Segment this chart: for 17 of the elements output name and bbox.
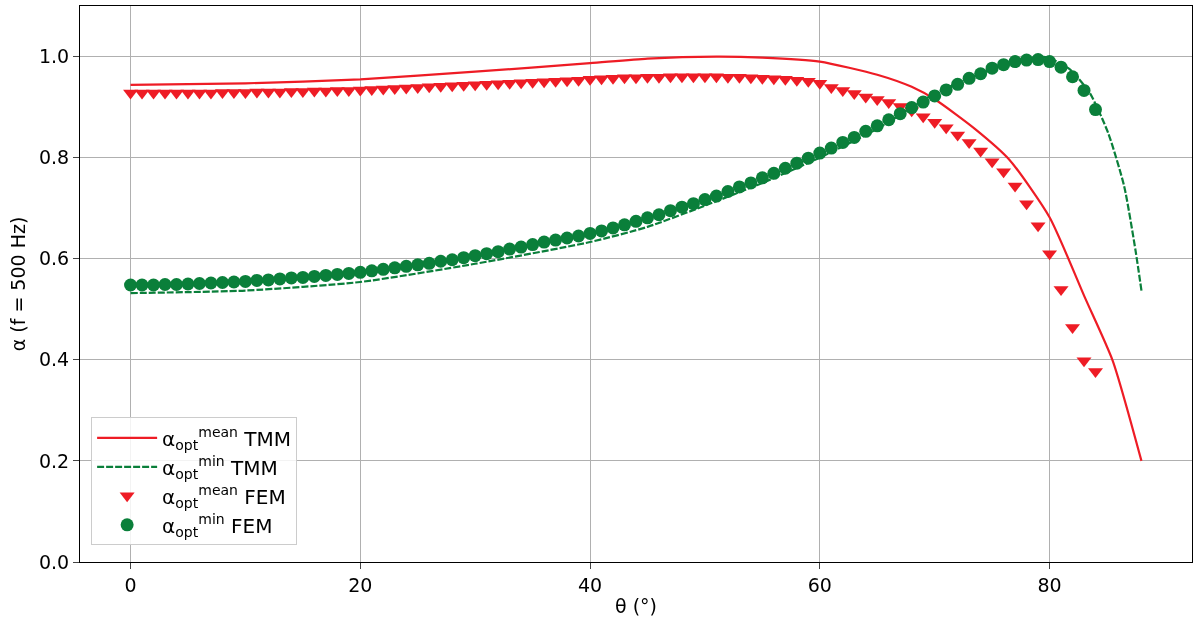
legend-label: α$_{opt}$$^{mean}$ TMM bbox=[162, 424, 292, 453]
x-tick-label: 20 bbox=[348, 573, 373, 596]
y-axis-title: α (f = 500 Hz) bbox=[6, 216, 29, 352]
y-tick-label: 1.0 bbox=[38, 45, 70, 68]
legend-label: α$_{opt}$$^{min}$ TMM bbox=[162, 453, 278, 482]
y-tick-label: 0.0 bbox=[38, 550, 70, 573]
x-tick-label: 40 bbox=[577, 573, 603, 596]
x-tick-label: 0 bbox=[124, 573, 137, 596]
x-tick-label: 60 bbox=[807, 573, 832, 596]
y-tick-label: 0.8 bbox=[38, 146, 70, 169]
legend-label: α$_{opt}$$^{min}$ FEM bbox=[162, 511, 273, 540]
y-tick-label: 0.4 bbox=[38, 348, 70, 371]
legend-label: α$_{opt}$$^{mean}$ FEM bbox=[162, 482, 286, 511]
y-tick-label: 0.2 bbox=[38, 449, 70, 472]
y-tick-label: 0.6 bbox=[38, 247, 70, 270]
x-axis-title: θ (°) bbox=[615, 594, 657, 617]
x-tick-label: 80 bbox=[1037, 573, 1062, 596]
